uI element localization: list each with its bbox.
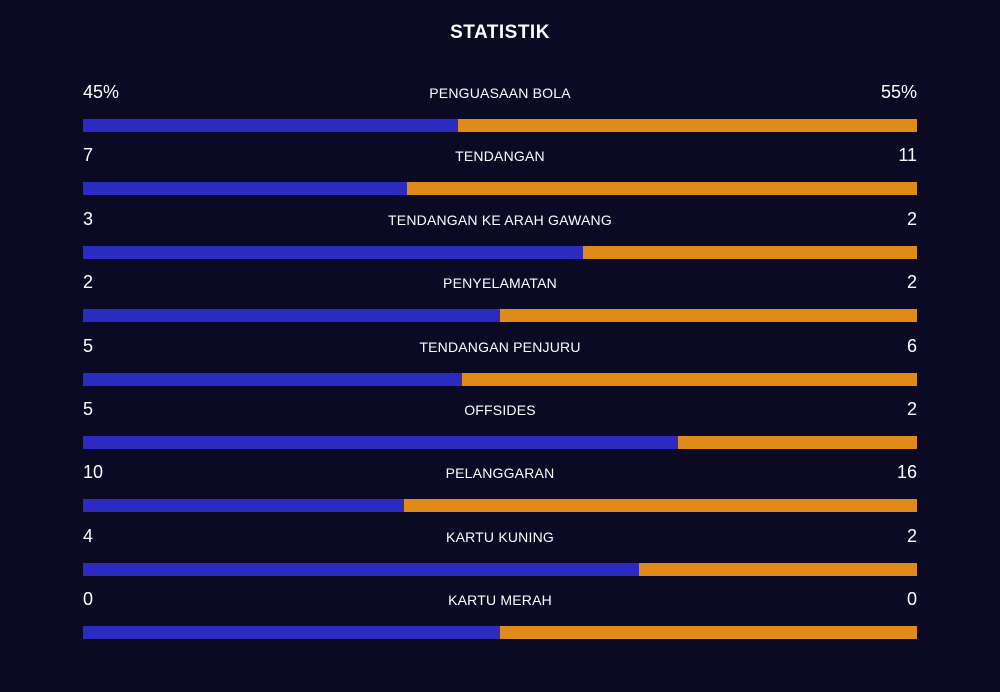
stat-bar (83, 499, 917, 513)
away-value: 2 (906, 525, 917, 546)
home-bar-segment (83, 119, 459, 132)
home-value: 4 (83, 525, 94, 546)
stat-row-kartu-merah: 0 KARTU MERAH 0 (83, 587, 917, 650)
away-bar-segment (500, 309, 917, 323)
away-bar-segment (458, 119, 917, 132)
stat-label: TENDANGAN PENJURU (419, 338, 581, 355)
away-value: 2 (906, 208, 917, 229)
home-value: 45% (83, 82, 120, 102)
page-title: STATISTIK (450, 22, 550, 43)
stats-list: 45% PENGUASAAN BOLA 55% 7 TENDANGAN 11 3… (83, 80, 917, 651)
home-bar-segment (83, 245, 584, 259)
stat-bar (83, 182, 917, 196)
stat-row-penguasaan-bola: 45% PENGUASAAN BOLA 55% (83, 80, 917, 143)
home-value: 3 (83, 208, 94, 229)
stat-row-pelanggaran: 10 PELANGGARAN 16 (83, 460, 917, 523)
home-bar-segment (83, 435, 679, 449)
stat-label: TENDANGAN (455, 148, 545, 165)
home-value: 0 (83, 589, 94, 610)
home-bar-segment (83, 499, 405, 513)
home-bar-segment (83, 372, 463, 386)
stat-bar (83, 626, 917, 640)
stat-row-tendangan-ke-arah-gawang: 3 TENDANGAN KE ARAH GAWANG 2 (83, 207, 917, 270)
away-value: 11 (898, 145, 917, 166)
home-bar-segment (83, 182, 408, 196)
stat-row-penyelamatan: 2 PENYELAMATAN 2 (83, 270, 917, 333)
away-value: 0 (906, 589, 917, 610)
stat-label: KARTU MERAH (448, 592, 552, 609)
stat-row-tendangan: 7 TENDANGAN 11 (83, 143, 917, 206)
home-value: 2 (83, 272, 94, 293)
away-bar-segment (462, 372, 917, 386)
away-bar-segment (678, 435, 917, 449)
away-value: 55% (880, 82, 917, 102)
away-value: 2 (906, 272, 917, 293)
away-value: 6 (906, 335, 917, 356)
stat-bar (83, 435, 917, 449)
stat-bar (83, 562, 917, 576)
stat-row-offsides: 5 OFFSIDES 2 (83, 397, 917, 460)
stat-label: PELANGGARAN (445, 465, 555, 482)
away-bar-segment (500, 626, 917, 640)
stat-label: PENYELAMATAN (443, 275, 557, 292)
away-bar-segment (583, 245, 917, 259)
away-bar-segment (407, 182, 917, 196)
away-bar-segment (639, 562, 917, 576)
home-bar-segment (83, 626, 500, 640)
away-value: 2 (906, 398, 917, 419)
home-value: 7 (83, 145, 94, 166)
home-bar-segment (83, 562, 640, 576)
stat-label: OFFSIDES (464, 401, 536, 418)
home-value: 10 (83, 462, 104, 483)
away-bar-segment (404, 499, 917, 513)
away-value: 16 (896, 462, 917, 483)
stat-label: KARTU KUNING (446, 528, 554, 545)
stat-row-tendangan-penjuru: 5 TENDANGAN PENJURU 6 (83, 334, 917, 397)
stat-bar (83, 309, 917, 323)
stat-bar (83, 372, 917, 386)
home-value: 5 (83, 335, 94, 356)
home-value: 5 (83, 398, 94, 419)
stat-row-kartu-kuning: 4 KARTU KUNING 2 (83, 524, 917, 587)
stat-bar (83, 119, 917, 132)
stat-label: PENGUASAAN BOLA (429, 85, 571, 101)
stat-label: TENDANGAN KE ARAH GAWANG (388, 211, 612, 228)
stat-bar (83, 245, 917, 259)
home-bar-segment (83, 309, 500, 323)
